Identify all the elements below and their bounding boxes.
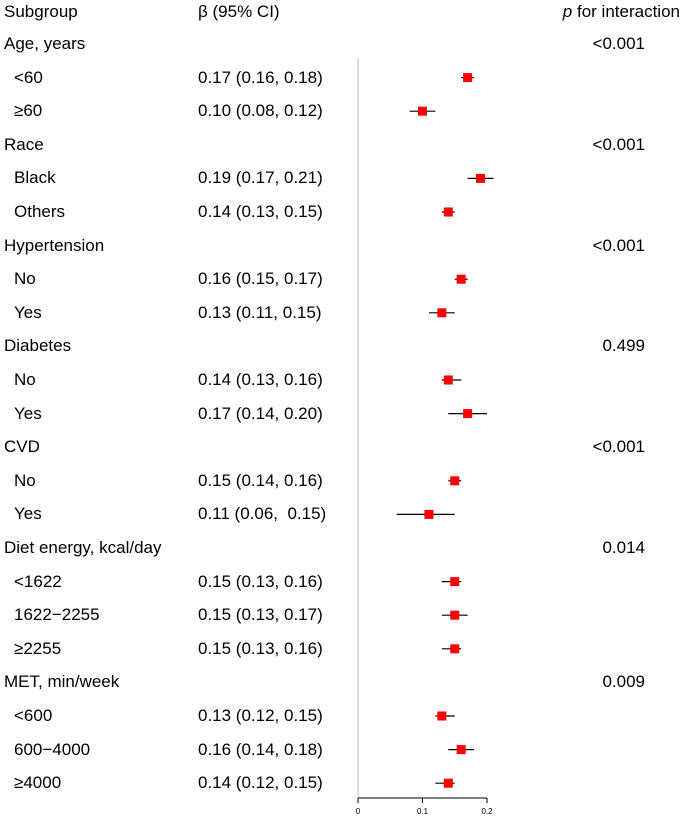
group-label: Diet energy, kcal/day bbox=[4, 538, 162, 557]
group-label: Race bbox=[4, 134, 44, 154]
beta-ci-value: 0.15 (0.13, 0.16) bbox=[198, 638, 323, 658]
subgroup-label: <1622 bbox=[14, 571, 62, 591]
beta-ci-value: 0.17 (0.14, 0.20) bbox=[198, 403, 323, 423]
subgroup-label: No bbox=[14, 470, 36, 490]
point-estimate-marker bbox=[463, 409, 473, 419]
subgroup-label: Black bbox=[14, 168, 56, 188]
group-label: Age, years bbox=[4, 34, 86, 53]
p-italic: p bbox=[562, 2, 573, 21]
subgroup-label: <60 bbox=[14, 67, 43, 87]
point-estimate-marker bbox=[424, 509, 434, 519]
subgroup-row: Yes 0.13 (0.11, 0.15) bbox=[0, 303, 685, 337]
point-estimate-marker bbox=[456, 274, 466, 284]
p-interaction-value: 0.009 bbox=[602, 672, 645, 692]
subgroup-row: Yes 0.11 (0.06, 0.15) bbox=[0, 504, 685, 538]
group-row: Diet energy, kcal/day 0.014 bbox=[0, 538, 685, 572]
subgroup-row: <1622 0.15 (0.13, 0.16) bbox=[0, 572, 685, 606]
group-label: MET, min/week bbox=[4, 672, 120, 692]
beta-ci-value: 0.13 (0.11, 0.15) bbox=[198, 302, 322, 322]
subgroup-row: ≥60 0.10 (0.08, 0.12) bbox=[0, 101, 685, 135]
subgroup-row: No 0.16 (0.15, 0.17) bbox=[0, 269, 685, 303]
point-estimate-marker bbox=[437, 711, 447, 721]
p-interaction-value: <0.001 bbox=[592, 34, 645, 53]
subgroup-row: Yes 0.17 (0.14, 0.20) bbox=[0, 404, 685, 438]
p-interaction-value: <0.001 bbox=[592, 235, 645, 255]
group-row: Diabetes 0.499 bbox=[0, 336, 685, 370]
p-interaction-value: <0.001 bbox=[592, 134, 645, 154]
group-label: CVD bbox=[4, 437, 40, 457]
p-interaction-value: 0.499 bbox=[602, 336, 645, 356]
p-interaction-value: <0.001 bbox=[592, 437, 645, 457]
subgroup-label: ≥4000 bbox=[14, 773, 62, 793]
beta-ci-value: 0.13 (0.12, 0.15) bbox=[198, 706, 323, 725]
subgroup-label: Yes bbox=[14, 504, 42, 524]
beta-ci-value: 0.15 (0.13, 0.16) bbox=[198, 571, 323, 591]
subgroup-label: Yes bbox=[14, 302, 42, 322]
beta-ci-value: 0.16 (0.15, 0.17) bbox=[198, 269, 323, 289]
subgroup-row: <60 0.17 (0.16, 0.18) bbox=[0, 68, 685, 102]
subgroup-row: ≥4000 0.14 (0.12, 0.15) bbox=[0, 773, 685, 807]
beta-ci-value: 0.15 (0.13, 0.17) bbox=[198, 605, 323, 625]
group-label: Diabetes bbox=[4, 336, 72, 356]
beta-ci-value: 0.17 (0.16, 0.18) bbox=[198, 67, 323, 87]
subgroup-label: 600−4000 bbox=[14, 739, 91, 759]
subgroup-label: Yes bbox=[14, 403, 42, 423]
subgroup-row: Others 0.14 (0.13, 0.15) bbox=[0, 202, 685, 236]
subgroup-row: No 0.15 (0.14, 0.16) bbox=[0, 471, 685, 505]
subgroup-row: <600 0.13 (0.12, 0.15) bbox=[0, 706, 685, 740]
beta-ci-value: 0.14 (0.13, 0.16) bbox=[198, 370, 323, 389]
x-tick-label: 0 bbox=[356, 807, 361, 816]
p-header-rest: for interaction bbox=[572, 2, 680, 21]
point-estimate-marker bbox=[437, 308, 447, 318]
subgroup-header: Subgroup bbox=[4, 2, 78, 21]
point-estimate-marker bbox=[443, 207, 453, 217]
point-estimate-marker bbox=[418, 106, 427, 116]
subgroup-row: No 0.14 (0.13, 0.16) bbox=[0, 370, 685, 404]
subgroup-label: ≥2255 bbox=[14, 638, 62, 658]
beta-ci-value: 0.11 (0.06, 0.15) bbox=[198, 504, 327, 524]
point-estimate-marker bbox=[463, 73, 473, 83]
point-estimate-marker bbox=[476, 173, 486, 183]
point-estimate-marker bbox=[443, 778, 453, 788]
p-interaction-value: 0.014 bbox=[602, 538, 645, 557]
beta-ci-value: 0.16 (0.14, 0.18) bbox=[198, 739, 323, 759]
point-estimate-marker bbox=[450, 610, 460, 620]
p-interaction-header: p for interaction bbox=[563, 2, 680, 22]
beta-ci-value: 0.19 (0.17, 0.21) bbox=[198, 168, 323, 188]
subgroup-row: Black 0.19 (0.17, 0.21) bbox=[0, 168, 685, 202]
subgroup-label: Others bbox=[14, 202, 66, 221]
beta-ci-value: 0.15 (0.14, 0.16) bbox=[198, 470, 323, 490]
x-tick-label: 0.2 bbox=[481, 807, 493, 816]
point-estimate-marker bbox=[443, 375, 453, 385]
subgroup-label: ≥60 bbox=[14, 101, 43, 121]
point-estimate-marker bbox=[450, 476, 460, 486]
group-row: Hypertension <0.001 bbox=[0, 236, 685, 270]
subgroup-label: No bbox=[14, 370, 36, 389]
beta-ci-header: β (95% CI) bbox=[198, 2, 280, 21]
group-label: Hypertension bbox=[4, 235, 105, 255]
beta-ci-value: 0.10 (0.08, 0.12) bbox=[198, 101, 323, 121]
subgroup-row: ≥2255 0.15 (0.13, 0.16) bbox=[0, 639, 685, 673]
point-estimate-marker bbox=[456, 745, 466, 755]
subgroup-row: 1622−2255 0.15 (0.13, 0.17) bbox=[0, 605, 685, 639]
group-row: CVD <0.001 bbox=[0, 437, 685, 471]
group-row: MET, min/week 0.009 bbox=[0, 672, 685, 706]
group-row: Age, years <0.001 bbox=[0, 34, 685, 68]
beta-ci-value: 0.14 (0.12, 0.15) bbox=[198, 773, 323, 793]
group-row: Race <0.001 bbox=[0, 135, 685, 169]
point-estimate-marker bbox=[450, 644, 460, 654]
x-tick-label: 0.1 bbox=[417, 807, 429, 816]
point-estimate-marker bbox=[450, 577, 460, 587]
subgroup-label: <600 bbox=[14, 706, 53, 725]
subgroup-label: 1622−2255 bbox=[14, 605, 100, 625]
beta-ci-value: 0.14 (0.13, 0.15) bbox=[198, 202, 323, 221]
subgroup-row: 600−4000 0.16 (0.14, 0.18) bbox=[0, 740, 685, 774]
subgroup-label: No bbox=[14, 269, 36, 289]
